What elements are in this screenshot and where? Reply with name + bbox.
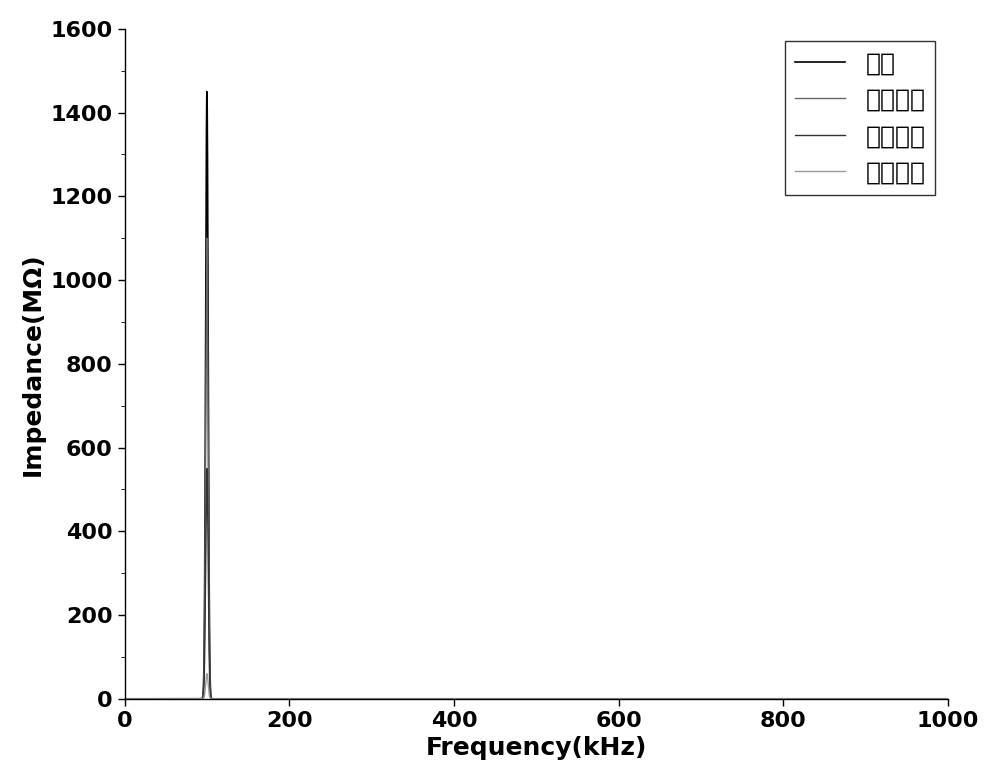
Legend: 正常, 上端短路, 中端短路, 下端短路: 正常, 上端短路, 中端短路, 下端短路 — [785, 41, 935, 194]
中端短路 — [317, 694, 329, 704]
中端短路 — [565, 694, 577, 704]
中端短路 — [119, 694, 131, 704]
下端短路 — [730, 694, 742, 704]
下端短路 — [942, 694, 954, 704]
下端短路 — [614, 694, 626, 704]
中端短路 — [614, 694, 626, 704]
上端短路 — [565, 694, 577, 704]
正常 — [730, 694, 742, 704]
上端短路 — [614, 694, 626, 704]
正常 — [175, 694, 187, 704]
中端短路 — [942, 694, 954, 704]
X-axis label: Frequency(kHz): Frequency(kHz) — [426, 736, 647, 760]
下端短路 — [201, 669, 213, 679]
Line: 下端短路: 下端短路 — [125, 674, 948, 699]
Line: 中端短路: 中端短路 — [125, 469, 948, 699]
正常 — [614, 694, 626, 704]
中端短路 — [201, 464, 213, 473]
正常 — [565, 694, 577, 704]
上端短路 — [201, 234, 213, 243]
上端短路 — [175, 694, 187, 704]
上端短路 — [730, 694, 742, 704]
正常 — [942, 694, 954, 704]
正常 — [317, 694, 329, 704]
下端短路 — [434, 694, 446, 704]
正常 — [434, 694, 446, 704]
上端短路 — [942, 694, 954, 704]
下端短路 — [175, 694, 187, 704]
上端短路 — [434, 694, 446, 704]
Y-axis label: Impedance(MΩ): Impedance(MΩ) — [21, 252, 45, 476]
中端短路 — [730, 694, 742, 704]
正常 — [119, 694, 131, 704]
正常 — [201, 87, 213, 96]
下端短路 — [565, 694, 577, 704]
下端短路 — [119, 694, 131, 704]
中端短路 — [175, 694, 187, 704]
中端短路 — [434, 694, 446, 704]
上端短路 — [119, 694, 131, 704]
Line: 正常: 正常 — [125, 91, 948, 699]
Line: 上端短路: 上端短路 — [125, 238, 948, 699]
下端短路 — [317, 694, 329, 704]
上端短路 — [317, 694, 329, 704]
